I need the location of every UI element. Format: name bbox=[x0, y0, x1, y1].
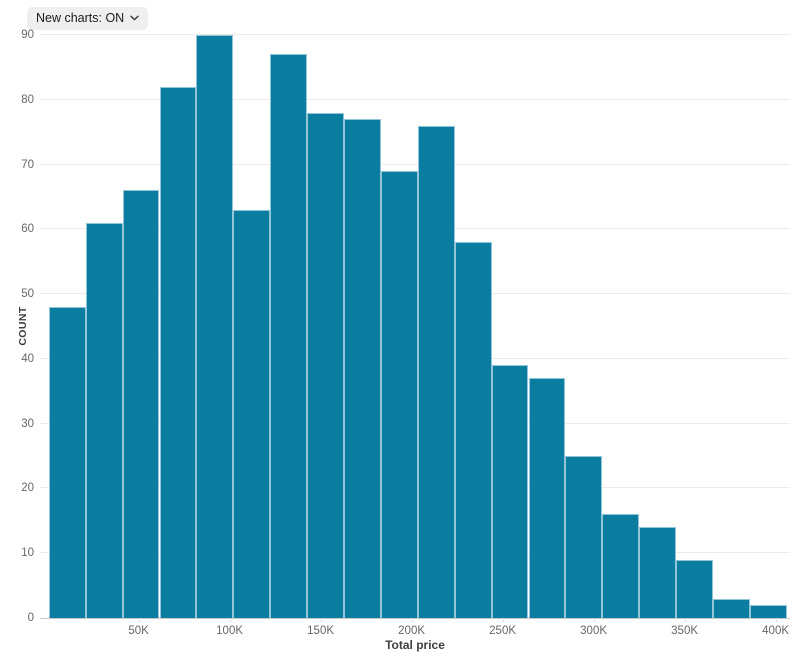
x-tick-mark bbox=[411, 618, 413, 622]
y-tick-label: 80 bbox=[21, 93, 34, 106]
histogram-bar[interactable] bbox=[380, 171, 418, 618]
x-tick-mark bbox=[775, 618, 777, 622]
histogram-bar[interactable] bbox=[233, 209, 271, 618]
x-tick-label: 50K bbox=[128, 625, 149, 637]
x-tick-mark bbox=[502, 618, 504, 622]
x-tick-mark bbox=[138, 618, 140, 622]
x-tick-mark bbox=[593, 618, 595, 622]
plot-area bbox=[40, 34, 790, 619]
gridline bbox=[40, 163, 790, 165]
histogram-bar[interactable] bbox=[85, 222, 123, 618]
histogram-bar[interactable] bbox=[602, 514, 640, 618]
y-tick-label: 50 bbox=[21, 288, 34, 301]
x-tick-mark bbox=[320, 618, 322, 622]
gridline bbox=[40, 98, 790, 100]
x-tick-label: 250K bbox=[489, 625, 517, 637]
x-tick-label: 350K bbox=[671, 625, 699, 637]
x-tick-label: 400K bbox=[762, 625, 790, 637]
histogram-bar[interactable] bbox=[565, 456, 603, 618]
histogram-bar[interactable] bbox=[307, 112, 344, 618]
histogram-bar[interactable] bbox=[749, 605, 787, 618]
x-tick-label: 150K bbox=[307, 625, 335, 637]
histogram-bar[interactable] bbox=[196, 35, 234, 618]
new-charts-dropdown[interactable]: New charts: ON bbox=[27, 7, 149, 30]
y-tick-label: 30 bbox=[21, 417, 34, 430]
x-tick-mark bbox=[684, 618, 686, 622]
y-tick-label: 20 bbox=[21, 482, 34, 495]
histogram-bar[interactable] bbox=[491, 365, 529, 618]
histogram-bar[interactable] bbox=[454, 242, 492, 618]
gridline bbox=[40, 34, 790, 35]
histogram-bar[interactable] bbox=[713, 598, 750, 618]
histogram-bar[interactable] bbox=[122, 190, 160, 618]
x-tick-label: 200K bbox=[398, 625, 426, 637]
y-tick-label: 60 bbox=[21, 223, 34, 236]
histogram-bar[interactable] bbox=[48, 307, 86, 618]
x-tick-label: 100K bbox=[216, 625, 244, 637]
x-tick-label: 300K bbox=[580, 625, 608, 637]
histogram-bar[interactable] bbox=[417, 125, 455, 618]
y-tick-label: 70 bbox=[21, 158, 34, 171]
histogram-bar[interactable] bbox=[639, 527, 677, 618]
y-tick-label: 10 bbox=[21, 547, 34, 560]
histogram-bar[interactable] bbox=[270, 54, 308, 618]
x-axis-title: Total price bbox=[385, 638, 445, 652]
x-tick-mark bbox=[229, 618, 231, 622]
histogram-bar[interactable] bbox=[344, 119, 381, 618]
y-tick-label: 90 bbox=[21, 29, 34, 41]
y-axis-title: COUNT bbox=[17, 306, 29, 346]
histogram-bar[interactable] bbox=[676, 559, 713, 618]
histogram-bar[interactable] bbox=[528, 378, 566, 618]
histogram-bar[interactable] bbox=[159, 86, 197, 618]
y-tick-label: 40 bbox=[21, 352, 34, 365]
new-charts-label: New charts: ON bbox=[36, 11, 125, 25]
y-tick-label: 0 bbox=[27, 612, 34, 624]
chevron-down-icon bbox=[130, 15, 139, 21]
